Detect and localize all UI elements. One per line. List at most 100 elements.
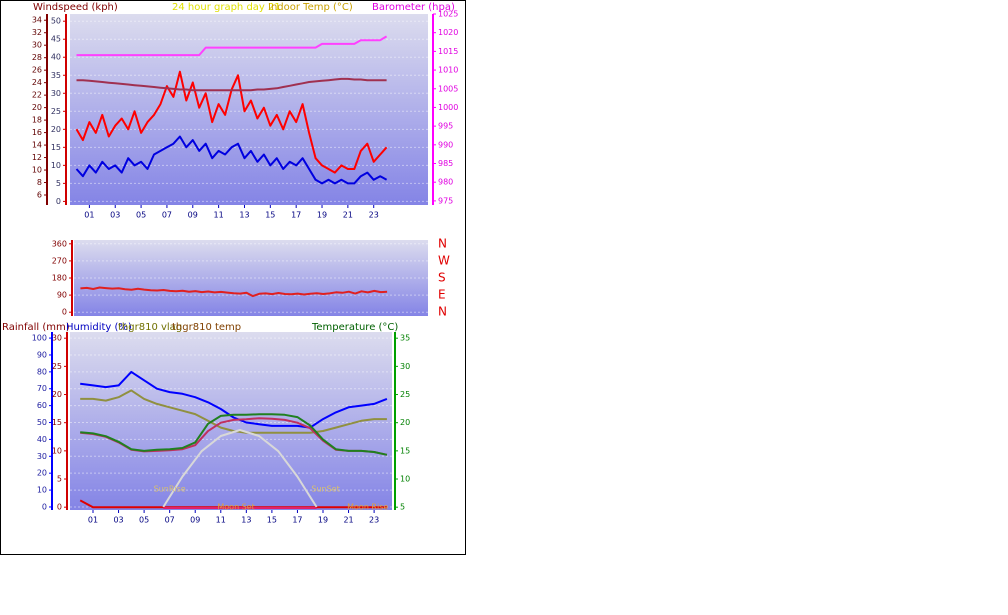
tick-label: 40: [37, 435, 47, 444]
tick-label: 30: [32, 41, 42, 50]
tick-label: 28: [32, 53, 42, 62]
tick-label: 1005: [438, 84, 458, 93]
x-tick-label: 19: [317, 211, 327, 220]
legend-label: Humidity (%): [66, 322, 132, 333]
tick-label: 25: [52, 362, 62, 371]
tick-label: 0: [62, 308, 67, 317]
tick-label: 10: [37, 486, 47, 495]
tick-label: 12: [32, 153, 42, 162]
x-tick-label: 13: [239, 211, 249, 220]
tick-label: 20: [400, 418, 410, 427]
tick-label: 24: [32, 78, 42, 87]
x-tick-label: 11: [216, 516, 226, 525]
legend-label: thgr810 vlag: [118, 322, 182, 333]
x-tick-label: 23: [369, 211, 379, 220]
tick-label: 15: [52, 418, 62, 427]
x-tick-label: 15: [265, 211, 275, 220]
x-tick-label: 07: [165, 516, 175, 525]
legend-label: Rainfall (mm): [2, 322, 70, 333]
tick-label: 25: [51, 107, 61, 116]
tick-label: 0: [56, 197, 61, 206]
axis-title: Windspeed (kph): [33, 2, 118, 13]
tick-label: 16: [32, 128, 42, 137]
tick-label: 14: [32, 141, 42, 150]
legend-label: Temperature (°C): [311, 322, 398, 333]
x-tick-label: 07: [162, 211, 172, 220]
tick-label: 975: [438, 196, 453, 205]
tick-label: 50: [51, 17, 61, 26]
x-tick-label: 05: [139, 516, 149, 525]
tick-label: 32: [32, 28, 42, 37]
tick-label: 20: [37, 469, 47, 478]
tick-label: 20: [51, 125, 61, 134]
series-line: [76, 35, 388, 57]
tick-label: 270: [52, 256, 67, 265]
tick-label: 34: [32, 16, 42, 25]
series-line: [76, 77, 387, 92]
tick-label: 6: [37, 191, 42, 200]
annotation: SunRise: [154, 485, 186, 494]
tick-label: 10: [400, 475, 410, 484]
tick-label: 5: [400, 503, 405, 512]
x-tick-label: 01: [88, 516, 98, 525]
tick-label: N: [438, 236, 447, 250]
series-line: [162, 429, 318, 508]
tick-label: 60: [37, 401, 47, 410]
tick-label: 985: [438, 159, 453, 168]
tick-label: 30: [400, 362, 410, 371]
annotation: Moon Rise: [347, 503, 388, 512]
x-tick-label: 19: [318, 516, 328, 525]
tick-label: W: [438, 253, 450, 267]
series-line: [80, 413, 388, 456]
tick-label: 5: [57, 475, 62, 484]
tick-label: 360: [52, 239, 67, 248]
tick-label: E: [438, 288, 446, 302]
tick-label: 30: [51, 89, 61, 98]
x-tick-label: 11: [214, 211, 224, 220]
tick-label: 40: [51, 53, 61, 62]
x-tick-label: 09: [190, 516, 200, 525]
x-tick-label: 17: [291, 211, 301, 220]
legend-label: thgr810 temp: [172, 322, 241, 333]
annotation: Moon Set: [217, 503, 254, 512]
tick-label: 18: [32, 116, 42, 125]
tick-label: 50: [37, 418, 47, 427]
tick-label: 1015: [438, 47, 458, 56]
plot-area: [74, 240, 428, 316]
tick-label: 5: [56, 179, 61, 188]
x-tick-label: 09: [188, 211, 198, 220]
series-line: [80, 286, 388, 298]
tick-label: 35: [400, 334, 410, 343]
tick-label: 30: [52, 334, 62, 343]
annotation: SunSet: [311, 485, 339, 494]
legend-label: Indoor Temp (°C): [268, 2, 353, 13]
tick-label: 30: [37, 452, 47, 461]
x-tick-label: 15: [267, 516, 277, 525]
legend-label: Barometer (hpa): [372, 2, 455, 13]
tick-label: 1025: [438, 10, 458, 19]
tick-label: 0: [42, 502, 47, 511]
tick-label: 990: [438, 140, 453, 149]
tick-label: S: [438, 271, 446, 285]
tick-label: 90: [37, 350, 47, 359]
tick-label: 80: [37, 367, 47, 376]
tick-label: 90: [57, 291, 67, 300]
tick-label: 45: [51, 35, 61, 44]
x-tick-label: 05: [136, 211, 146, 220]
tick-label: N: [438, 305, 447, 319]
tick-label: 22: [32, 91, 42, 100]
x-tick-label: 01: [84, 211, 94, 220]
x-tick-label: 13: [241, 516, 251, 525]
x-tick-label: 21: [343, 211, 353, 220]
tick-label: 980: [438, 178, 453, 187]
tick-label: 15: [400, 446, 410, 455]
tick-label: 35: [51, 71, 61, 80]
plot-area: [70, 14, 428, 205]
tick-label: 100: [32, 334, 47, 343]
chart-title: 24 hour graph day 21: [172, 2, 281, 13]
tick-label: 180: [52, 274, 67, 283]
x-tick-label: 21: [343, 516, 353, 525]
tick-label: 15: [51, 143, 61, 152]
tick-label: 26: [32, 66, 42, 75]
